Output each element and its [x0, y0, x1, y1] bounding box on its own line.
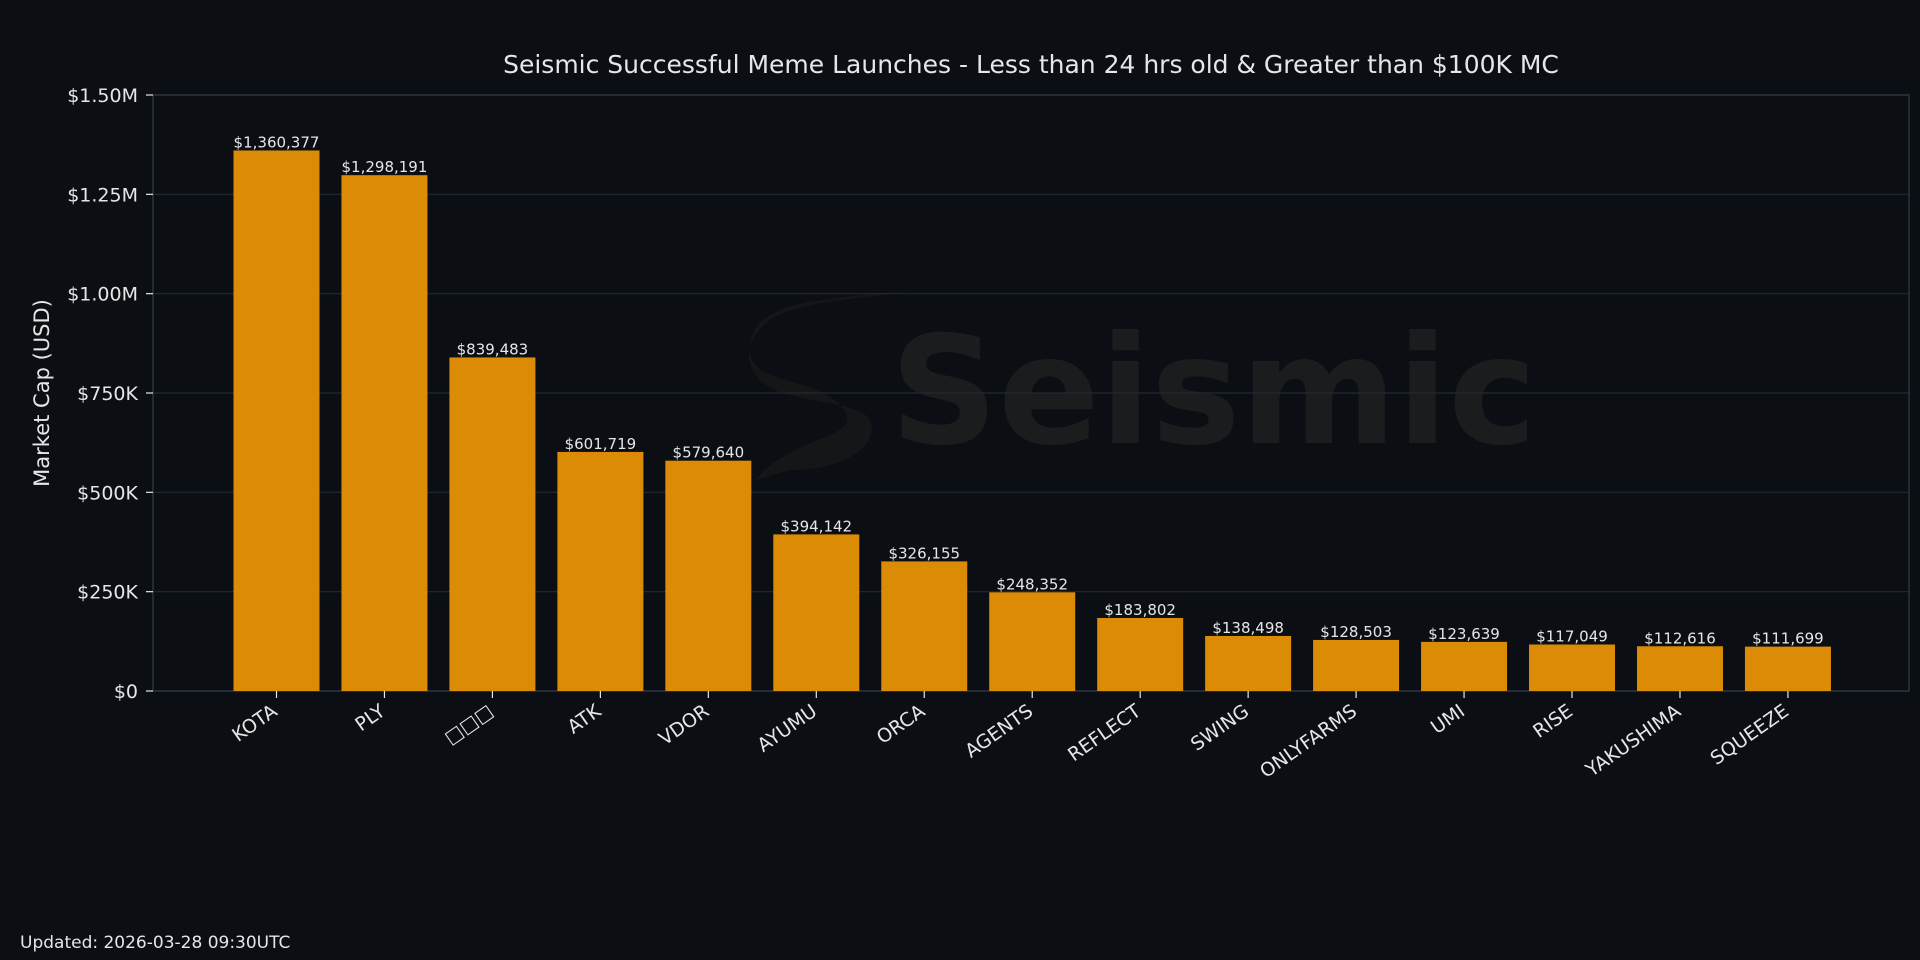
- chart-title: Seismic Successful Meme Launches - Less …: [503, 50, 1559, 79]
- x-tick-label: □□□: [441, 700, 498, 749]
- bar: [449, 357, 536, 691]
- x-tick-label: AYUMU: [753, 700, 821, 757]
- seismic-logo-icon: [748, 290, 915, 480]
- bar-value-label: $601,719: [565, 435, 637, 453]
- bar-value-label: $1,298,191: [342, 158, 428, 176]
- y-tick-label: $500K: [77, 482, 138, 504]
- x-tick-label: VDOR: [655, 700, 713, 750]
- x-tick-label: PLY: [351, 700, 389, 736]
- bar: [881, 561, 968, 691]
- x-tick-label: REFLECT: [1064, 700, 1145, 766]
- bar: [1097, 617, 1184, 691]
- bar-value-label: $579,640: [673, 444, 745, 462]
- x-tick-label: YAKUSHIMA: [1581, 700, 1685, 782]
- bar: [1636, 646, 1723, 691]
- bar: [1744, 646, 1831, 691]
- y-axis: $0 $250K $500K $750K $1.00M $1.25M $1.50M: [67, 85, 153, 703]
- bar-value-labels: $1,360,377 $1,298,191 $839,483 $601,719 $579…: [234, 133, 1824, 647]
- x-axis: KOTA PLY □□□ ATK VDOR AYUMU ORCA AGENTS REFLECT S…: [228, 691, 1793, 783]
- bar-value-label: $839,483: [457, 340, 529, 358]
- y-tick-label: $750K: [77, 383, 138, 405]
- y-tick-label: $1.00M: [67, 284, 138, 306]
- x-tick-label: KOTA: [228, 700, 281, 746]
- bar: [233, 150, 320, 691]
- y-tick-label: $250K: [77, 582, 138, 604]
- bar-value-label: $111,699: [1752, 630, 1824, 648]
- bars: [233, 150, 1831, 692]
- bar-value-label: $123,639: [1428, 625, 1500, 643]
- bar: [1313, 639, 1400, 691]
- bar: [1529, 644, 1616, 691]
- y-tick-label: $0: [114, 681, 138, 703]
- x-tick-label: ONLYFARMS: [1256, 700, 1361, 783]
- x-tick-label: ATK: [563, 700, 605, 739]
- updated-timestamp: Updated: 2026-03-28 09:30UTC: [20, 933, 291, 953]
- x-tick-label: RISE: [1529, 700, 1577, 743]
- y-axis-label: Market Cap (USD): [30, 299, 54, 487]
- bar-value-label: $394,142: [781, 517, 853, 535]
- x-tick-label: AGENTS: [961, 700, 1037, 762]
- y-tick-label: $1.25M: [67, 184, 138, 206]
- seismic-watermark: Seismic: [748, 290, 1537, 480]
- bar-value-label: $128,503: [1320, 623, 1392, 641]
- bar-value-label: $112,616: [1644, 629, 1716, 647]
- x-tick-label: UMI: [1427, 700, 1469, 739]
- bar: [989, 592, 1076, 691]
- bar-value-label: $183,802: [1104, 601, 1176, 619]
- bar: [341, 175, 428, 692]
- x-tick-label: ORCA: [873, 700, 929, 749]
- x-tick-label: SWING: [1187, 700, 1253, 756]
- bar: [1421, 641, 1508, 691]
- bar-value-label: $326,155: [888, 544, 960, 562]
- x-tick-label: SQUEEZE: [1707, 700, 1793, 770]
- watermark-text: Seismic: [890, 305, 1537, 479]
- bar-value-label: $248,352: [996, 575, 1068, 593]
- bar: [557, 451, 644, 691]
- bar-value-label: $1,360,377: [234, 133, 320, 151]
- bar-value-label: $138,498: [1212, 619, 1284, 637]
- bar: [773, 534, 860, 691]
- bar-value-label: $117,049: [1536, 627, 1608, 645]
- bar: [665, 460, 752, 691]
- y-tick-label: $1.50M: [67, 85, 138, 107]
- bar: [1205, 635, 1292, 691]
